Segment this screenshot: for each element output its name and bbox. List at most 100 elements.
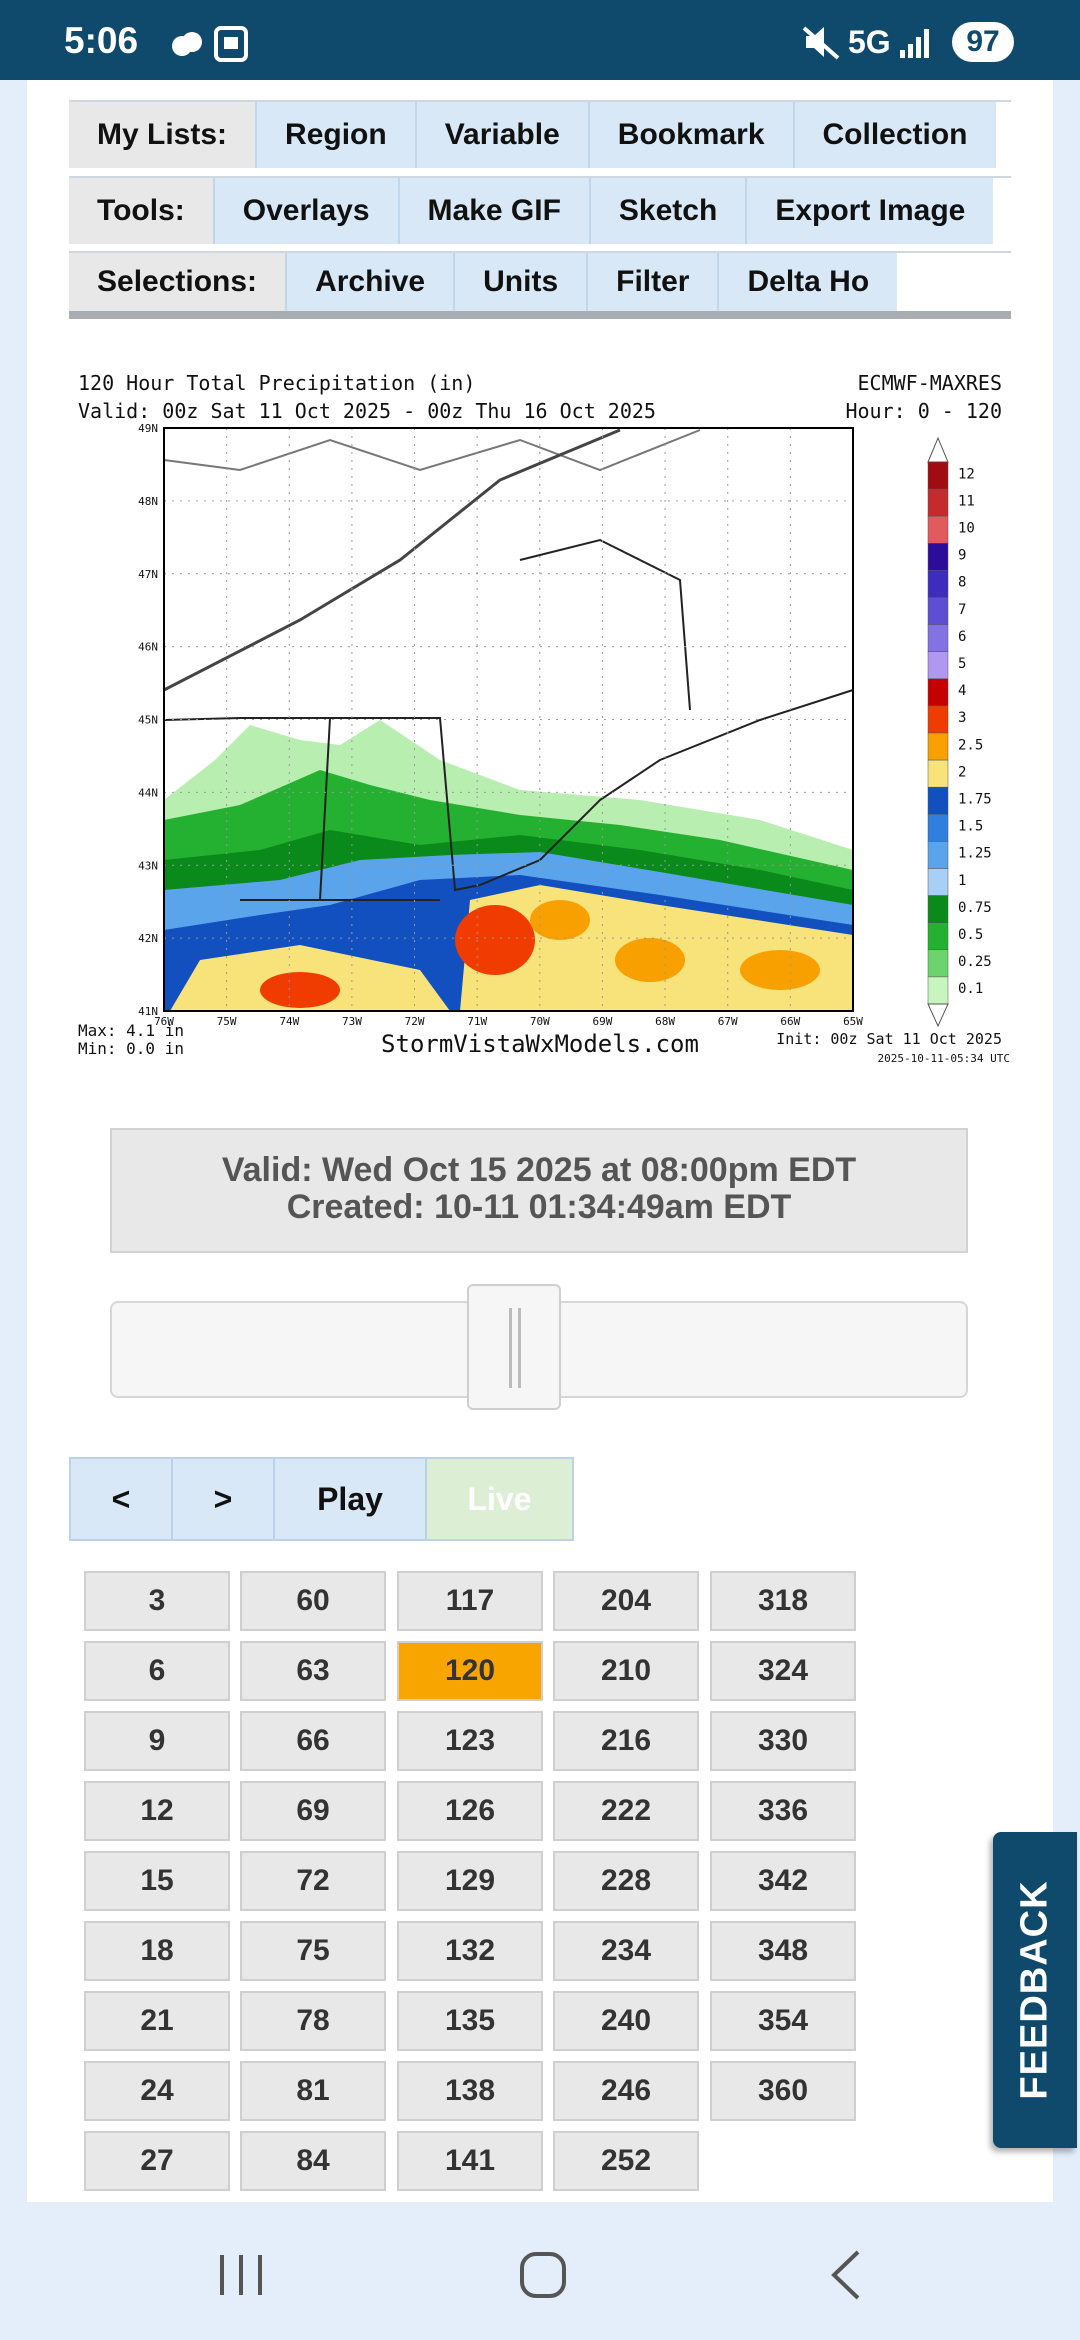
legend-swatch [927, 895, 949, 923]
legend-label: 3 [958, 710, 966, 726]
hour-cell[interactable]: 18 [84, 1921, 230, 1981]
hour-cell[interactable]: 6 [84, 1641, 230, 1701]
toolbar-item[interactable]: Units [453, 253, 587, 311]
lat-label: 47N [138, 568, 158, 581]
hour-cell-selected[interactable]: 120 [397, 1641, 543, 1701]
hour-cell[interactable]: 234 [553, 1921, 699, 1981]
hour-cell[interactable]: 246 [553, 2061, 699, 2121]
hour-cell[interactable]: 60 [240, 1571, 386, 1631]
toolbar-item[interactable]: Bookmark [587, 102, 793, 168]
control-button[interactable]: > [171, 1459, 273, 1539]
hour-cell[interactable]: 138 [397, 2061, 543, 2121]
legend-label: 1.75 [958, 791, 992, 807]
hour-cell[interactable]: 117 [397, 1571, 543, 1631]
legend-label: 2.5 [958, 737, 983, 753]
control-button[interactable]: Play [273, 1459, 425, 1539]
recents-button[interactable] [220, 2255, 262, 2295]
hour-cell[interactable]: 123 [397, 1711, 543, 1771]
hour-cell[interactable]: 81 [240, 2061, 386, 2121]
toolbar-item[interactable]: Variable [414, 102, 588, 168]
legend-arrow-top [927, 436, 949, 463]
river [163, 428, 621, 692]
lon-label: 66W [780, 1015, 800, 1028]
legend-swatch [927, 461, 949, 490]
hour-cell[interactable]: 3 [84, 1571, 230, 1631]
toolbar-item[interactable]: Region [255, 102, 415, 168]
toolbar-item[interactable]: Collection [792, 102, 996, 168]
precip-red [455, 905, 535, 975]
hour-cell[interactable]: 72 [240, 1851, 386, 1911]
hour-cell[interactable]: 78 [240, 1991, 386, 2051]
toolbar-item[interactable]: Archive [285, 253, 454, 311]
hour-cell[interactable]: 252 [553, 2131, 699, 2191]
toolbar-item[interactable]: Sketch [588, 178, 746, 244]
legend-swatch [927, 678, 949, 707]
hour-cell[interactable]: 348 [710, 1921, 856, 1981]
home-button[interactable] [520, 2252, 566, 2298]
map-init: Init: 00z Sat 11 Oct 2025 [776, 1030, 1002, 1048]
hour-cell[interactable]: 141 [397, 2131, 543, 2191]
hour-cell[interactable]: 126 [397, 1781, 543, 1841]
hour-cell[interactable]: 84 [240, 2131, 386, 2191]
hour-cell[interactable]: 66 [240, 1711, 386, 1771]
toolbar-item[interactable]: Export Image [745, 178, 994, 244]
hour-cell[interactable]: 63 [240, 1641, 386, 1701]
control-button[interactable]: < [71, 1459, 171, 1539]
hour-cell[interactable]: 12 [84, 1781, 230, 1841]
hour-cell[interactable]: 9 [84, 1711, 230, 1771]
back-button[interactable] [831, 2250, 860, 2300]
live-button[interactable]: Live [425, 1459, 572, 1539]
border [240, 538, 691, 901]
legend-label: 4 [958, 683, 966, 699]
hour-cell[interactable]: 135 [397, 1991, 543, 2051]
precip-map: 120 Hour Total Precipitation (in) Valid:… [78, 371, 1010, 1065]
toolbar-label: My Lists: [69, 102, 256, 168]
hour-cell[interactable]: 24 [84, 2061, 230, 2121]
playback-controls: < > Play Live [69, 1457, 574, 1541]
status-bar: 5:06 5G 97 [0, 0, 1080, 80]
hour-cell[interactable]: 15 [84, 1851, 230, 1911]
hour-cell[interactable]: 354 [710, 1991, 856, 2051]
hour-cell[interactable]: 336 [710, 1781, 856, 1841]
hour-cell[interactable]: 228 [553, 1851, 699, 1911]
hour-cell[interactable]: 342 [710, 1851, 856, 1911]
lon-label: 73W [342, 1015, 362, 1028]
hour-cell[interactable]: 240 [553, 1991, 699, 2051]
lon-label: 70W [530, 1015, 550, 1028]
legend-label: 10 [958, 520, 975, 536]
signal-icon [900, 29, 929, 58]
hour-cell[interactable]: 69 [240, 1781, 386, 1841]
hour-cell[interactable]: 360 [710, 2061, 856, 2121]
hour-cell[interactable]: 132 [397, 1921, 543, 1981]
hour-cell[interactable]: 210 [553, 1641, 699, 1701]
hour-cell[interactable]: 129 [397, 1851, 543, 1911]
hour-cell[interactable]: 318 [710, 1571, 856, 1631]
lon-label: 71W [467, 1015, 487, 1028]
legend: 12 11 10 9 8 7 6 5 4 3 2.5 2 1.75 1.5 1.25 1 0.75 0.5 0.25… [927, 436, 992, 1028]
legend-swatch [927, 922, 949, 951]
feedback-tab[interactable]: FEEDBACK [993, 1832, 1077, 2148]
legend-label: 9 [958, 548, 966, 564]
slider-handle[interactable] [467, 1284, 561, 1410]
hour-cell[interactable]: 216 [553, 1711, 699, 1771]
legend-swatch [927, 786, 949, 815]
map-min: Min: 0.0 in [78, 1039, 184, 1058]
legend-label: 7 [958, 602, 966, 618]
legend-label: 1 [958, 873, 966, 889]
legend-label: 6 [958, 629, 966, 645]
hour-cell[interactable]: 204 [553, 1571, 699, 1631]
hour-cell[interactable]: 222 [553, 1781, 699, 1841]
toolbar-item[interactable]: Overlays [212, 178, 398, 244]
lat-label: 44N [138, 786, 158, 799]
legend-swatch [927, 651, 949, 680]
hour-cell[interactable]: 27 [84, 2131, 230, 2191]
toolbar-item[interactable]: Delta Ho [717, 253, 898, 311]
hour-cell[interactable]: 324 [710, 1641, 856, 1701]
legend-swatch [927, 759, 949, 788]
toolbar-item[interactable]: Filter [586, 253, 718, 311]
hour-cell[interactable]: 330 [710, 1711, 856, 1771]
toolbar-item[interactable]: Make GIF [397, 178, 589, 244]
legend-arrow-bottom [927, 1003, 949, 1028]
hour-cell[interactable]: 21 [84, 1991, 230, 2051]
hour-cell[interactable]: 75 [240, 1921, 386, 1981]
